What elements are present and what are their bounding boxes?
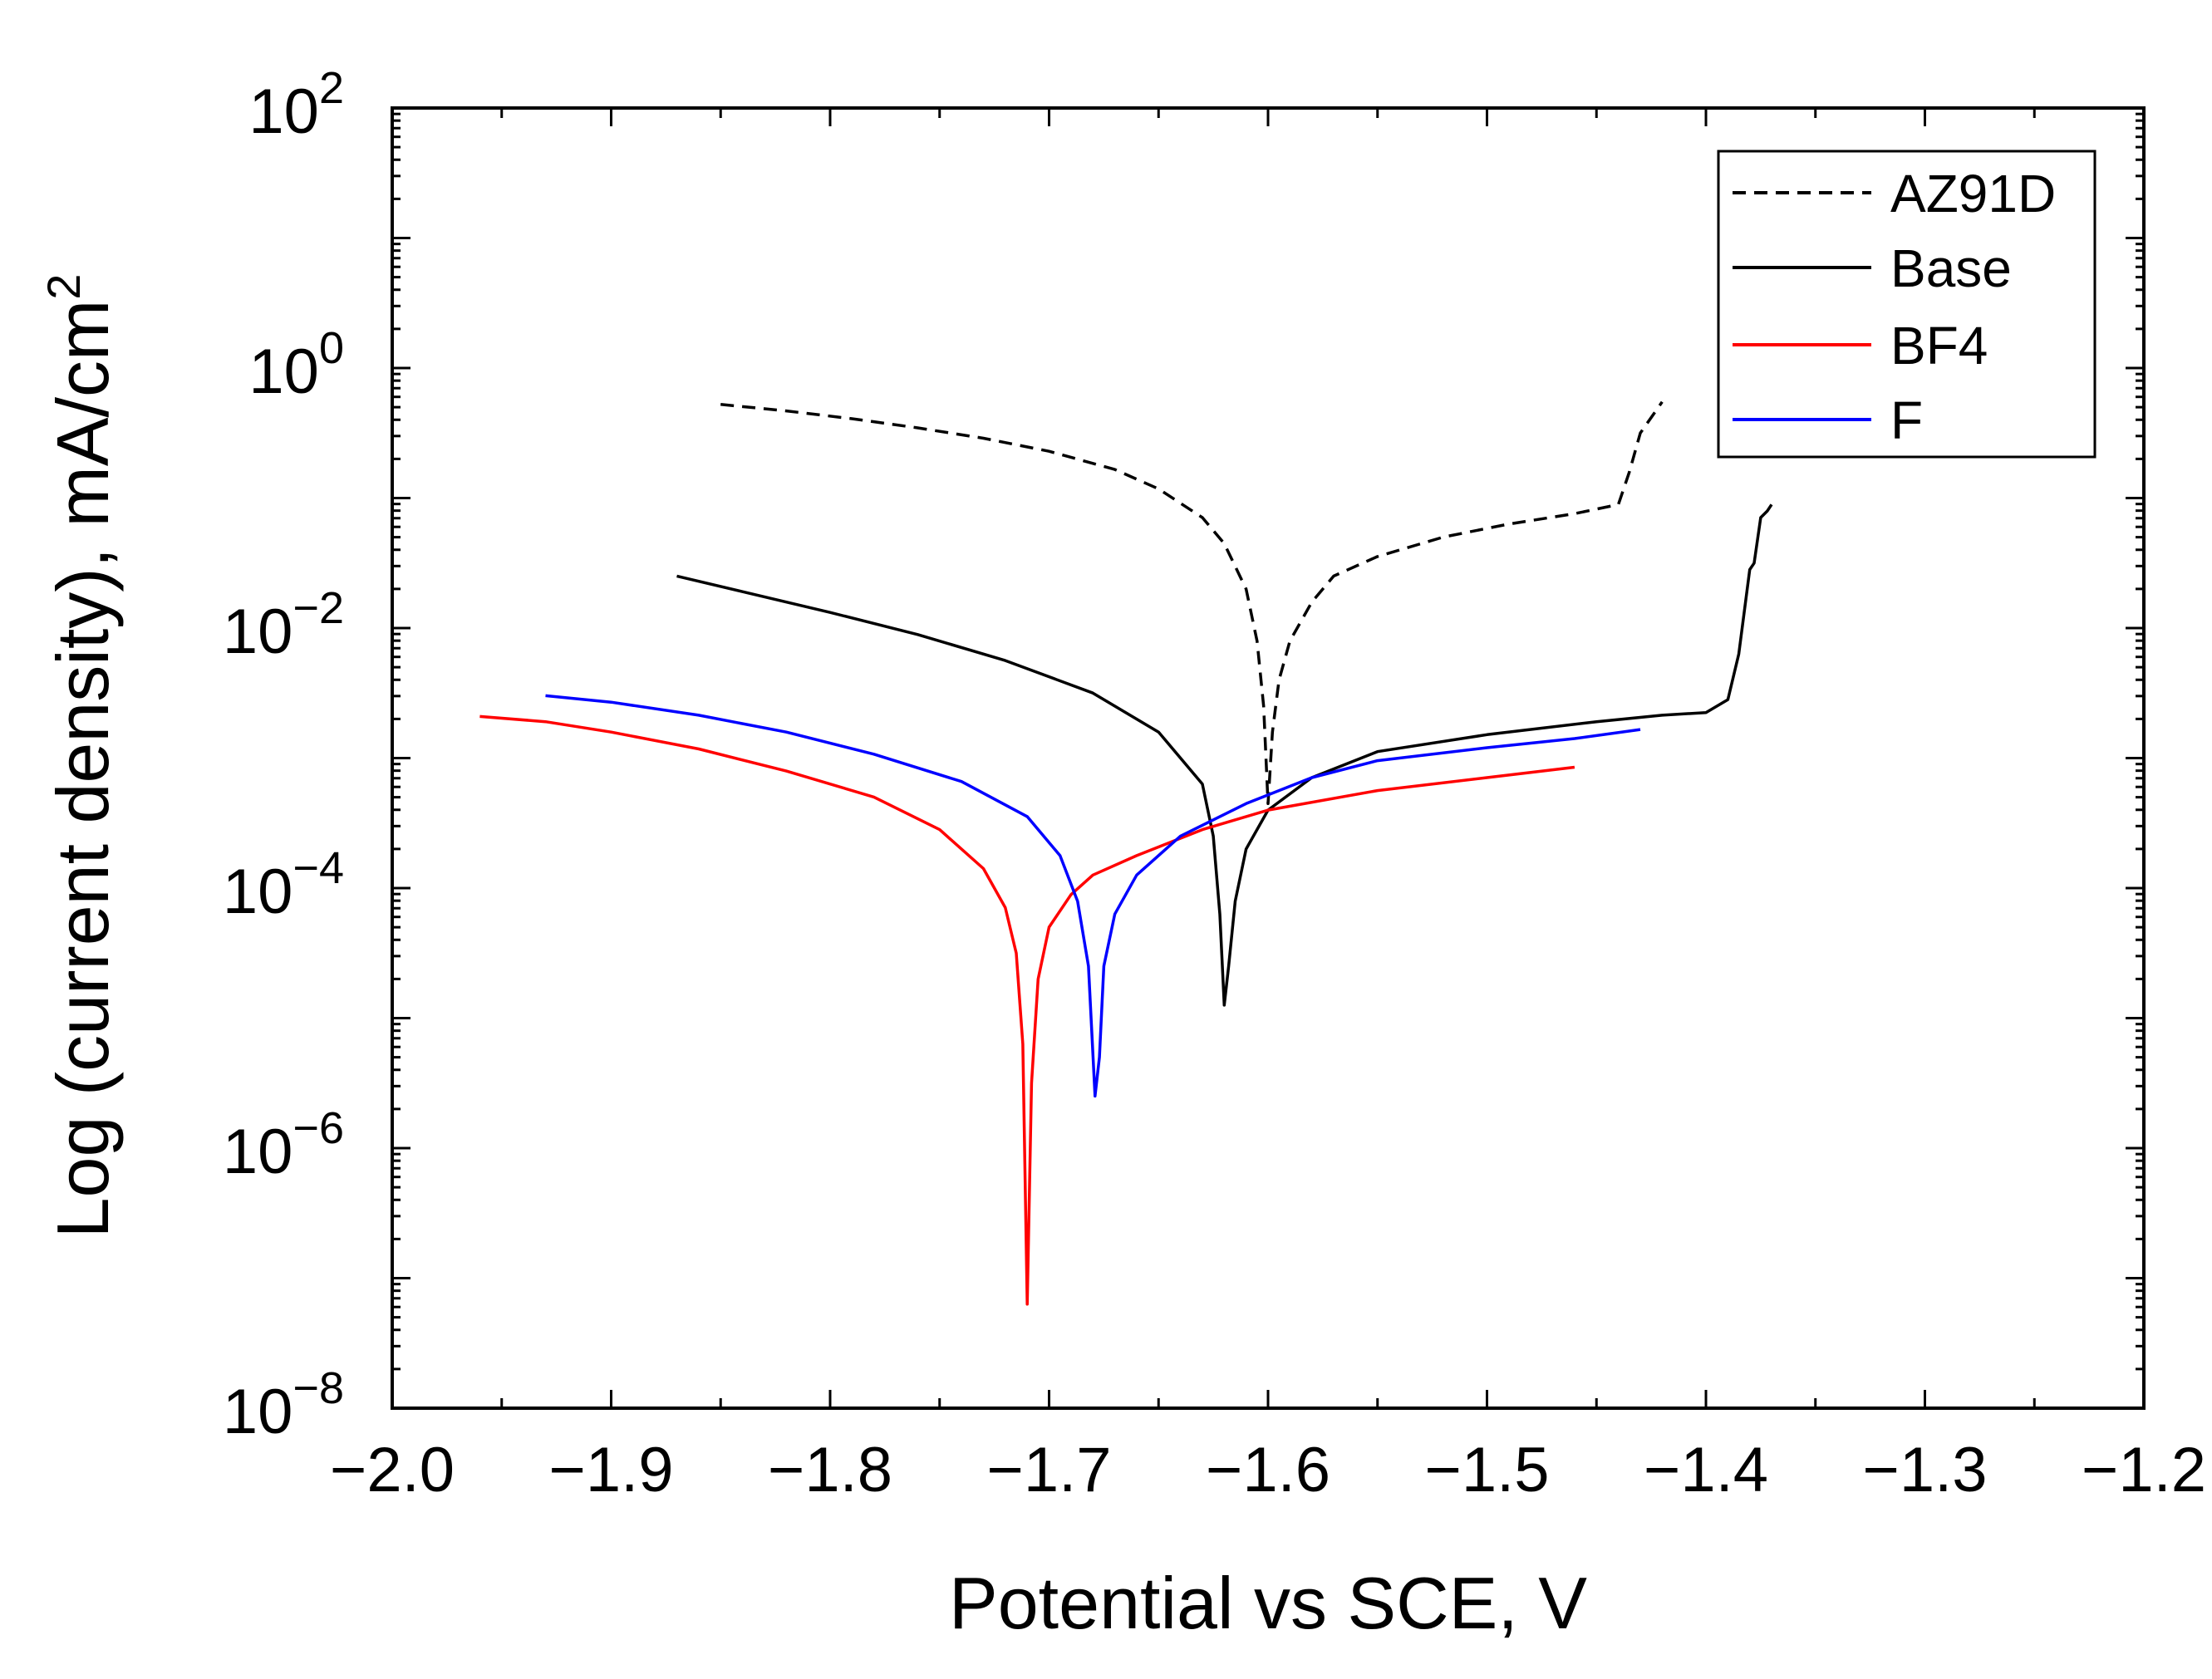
y-tick-label-base: 10 (223, 1117, 293, 1187)
y-tick-label-exponent: −8 (292, 1363, 344, 1413)
x-tick-label: −1.5 (1424, 1435, 1549, 1505)
x-tick-label: −1.9 (548, 1435, 673, 1505)
legend-label-bf4: BF4 (1890, 316, 1988, 376)
y-tick-label-exponent: −6 (292, 1103, 344, 1153)
y-tick-label-exponent: 0 (319, 323, 344, 373)
ticks-layer: −2.0 −1.9 −1.8 −1.7 −1.6 −1.5 −1.4 −1.3 −1.210−8… (223, 63, 2206, 1505)
series-line-az91d (720, 400, 1664, 806)
legend-label-base: Base (1890, 238, 2012, 298)
y-tick-label: 102 (248, 63, 344, 147)
series-line-bf4 (479, 714, 1575, 1306)
y-axis-title-superscript: 2 (37, 274, 90, 300)
x-tick-label: −1.8 (768, 1435, 892, 1505)
y-tick-label-base: 10 (248, 76, 319, 147)
series-layer (479, 400, 1773, 1306)
y-tick-label: 10−8 (223, 1363, 344, 1447)
series-line-f (545, 694, 1641, 1098)
y-tick-label: 10−4 (223, 843, 344, 927)
y-tick-label: 10−6 (223, 1103, 344, 1187)
x-tick-label: −1.4 (1644, 1435, 1768, 1505)
x-tick-label: −1.2 (2082, 1435, 2206, 1505)
x-tick-label: −1.7 (986, 1435, 1111, 1505)
legend: AZ91D Base BF4 F (1717, 150, 2096, 459)
y-tick-label-base: 10 (248, 336, 319, 407)
legend-label-az91d: AZ91D (1890, 164, 2056, 223)
y-tick-label: 10−2 (223, 583, 344, 667)
y-tick-label: 100 (248, 323, 344, 407)
x-tick-label: −2.0 (330, 1435, 455, 1505)
legend-label-f: F (1890, 390, 1923, 450)
x-tick-label: −1.6 (1206, 1435, 1330, 1505)
y-axis-title: Log (current density), mA/cm2 (37, 274, 124, 1239)
y-tick-label-base: 10 (223, 1377, 293, 1447)
y-tick-label-base: 10 (223, 857, 293, 927)
y-axis-title-main: Log (current density), mA/cm (42, 300, 124, 1239)
y-tick-label-base: 10 (223, 596, 293, 667)
y-tick-label-exponent: −2 (292, 583, 344, 633)
legend-box (1717, 150, 2096, 459)
x-tick-label: −1.3 (1862, 1435, 1987, 1505)
series-line-base (676, 503, 1773, 1007)
y-tick-label-exponent: 2 (319, 63, 344, 113)
y-tick-label-exponent: −4 (292, 843, 344, 893)
x-axis-title: Potential vs SCE, V (949, 1562, 1587, 1644)
